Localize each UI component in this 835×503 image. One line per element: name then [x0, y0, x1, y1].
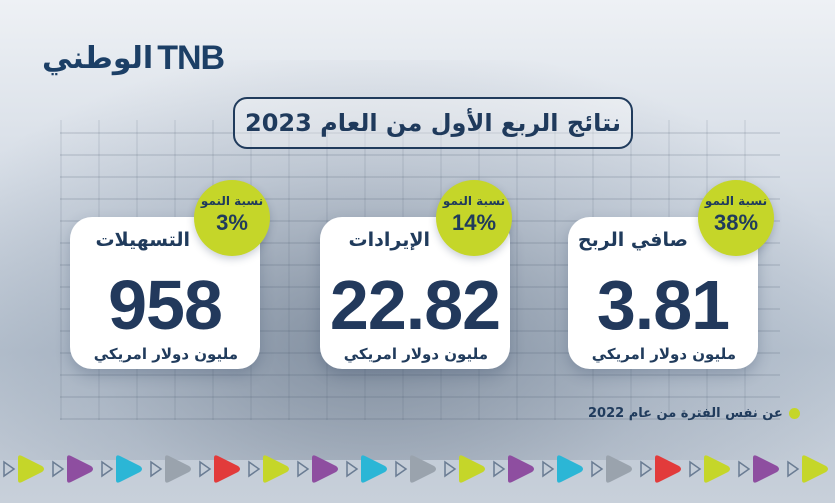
outline-triangle-icon [444, 460, 457, 478]
outline-triangle-icon [248, 460, 261, 478]
outline-triangle-icon [542, 460, 555, 478]
title-box: نتائج الربع الأول من العام 2023 [233, 97, 633, 149]
card-value: 958 [108, 266, 223, 344]
outline-triangle-icon [3, 460, 16, 478]
colored-pointer-icon [116, 455, 142, 483]
card-unit: مليون دولار امريكي [591, 345, 736, 363]
outline-triangle-icon [493, 460, 506, 478]
outline-triangle-icon [689, 460, 702, 478]
logo-arabic: الوطني [42, 40, 154, 76]
colored-pointer-icon [18, 455, 44, 483]
growth-value: 38% [713, 210, 759, 235]
page-title: نتائج الربع الأول من العام 2023 [245, 109, 621, 137]
growth-badge-net-profit: نسبة النمو 38% [698, 180, 774, 256]
card-unit: مليون دولار امريكي [343, 345, 488, 363]
outline-triangle-icon [738, 460, 751, 478]
colored-pointer-icon [165, 455, 191, 483]
colored-pointer-icon [753, 455, 779, 483]
growth-badge-revenues: نسبة النمو 14% [436, 180, 512, 256]
colored-pointer-icon [214, 455, 240, 483]
card-unit: مليون دولار امريكي [93, 345, 238, 363]
bullet-dot-icon [788, 408, 800, 419]
card-label: صافي الربح [577, 229, 688, 251]
colored-pointer-icon [361, 455, 387, 483]
outline-triangle-icon [787, 460, 800, 478]
outline-triangle-icon [346, 460, 359, 478]
colored-pointer-icon [67, 455, 93, 483]
outline-triangle-icon [101, 460, 114, 478]
tnb-logo: الوطني TNB [42, 34, 225, 82]
growth-badge-facilities: نسبة النمو 3% [194, 180, 270, 256]
growth-label: نسبة النمو [200, 194, 264, 208]
colored-pointer-icon [263, 455, 289, 483]
colored-pointer-icon [704, 455, 730, 483]
growth-label: نسبة النمو [704, 194, 768, 208]
outline-triangle-icon [150, 460, 163, 478]
colored-pointer-icon [802, 455, 828, 483]
decorative-shapes-strip [3, 455, 828, 483]
outline-triangle-icon [395, 460, 408, 478]
card-facilities: التسهيلات 958 مليون دولار امريكي [70, 217, 260, 369]
colored-pointer-icon [508, 455, 534, 483]
card-value: 3.81 [596, 266, 730, 344]
logo-english: TNB [157, 38, 225, 77]
colored-pointer-icon [312, 455, 338, 483]
colored-pointer-icon [459, 455, 485, 483]
note-text: عن نفس الفترة من عام 2022 [588, 406, 783, 421]
outline-triangle-icon [640, 460, 653, 478]
outline-triangle-icon [591, 460, 604, 478]
growth-label: نسبة النمو [442, 194, 506, 208]
card-label: التسهيلات [95, 229, 190, 251]
comparison-note: عن نفس الفترة من عام 2022 [588, 406, 800, 421]
colored-pointer-icon [655, 455, 681, 483]
outline-triangle-icon [297, 460, 310, 478]
outline-triangle-icon [199, 460, 212, 478]
outline-triangle-icon [52, 460, 65, 478]
card-label: الإيرادات [348, 229, 430, 251]
colored-pointer-icon [606, 455, 632, 483]
growth-value: 14% [451, 210, 497, 235]
card-value: 22.82 [329, 266, 501, 344]
growth-value: 3% [216, 210, 248, 235]
colored-pointer-icon [557, 455, 583, 483]
colored-pointer-icon [410, 455, 436, 483]
